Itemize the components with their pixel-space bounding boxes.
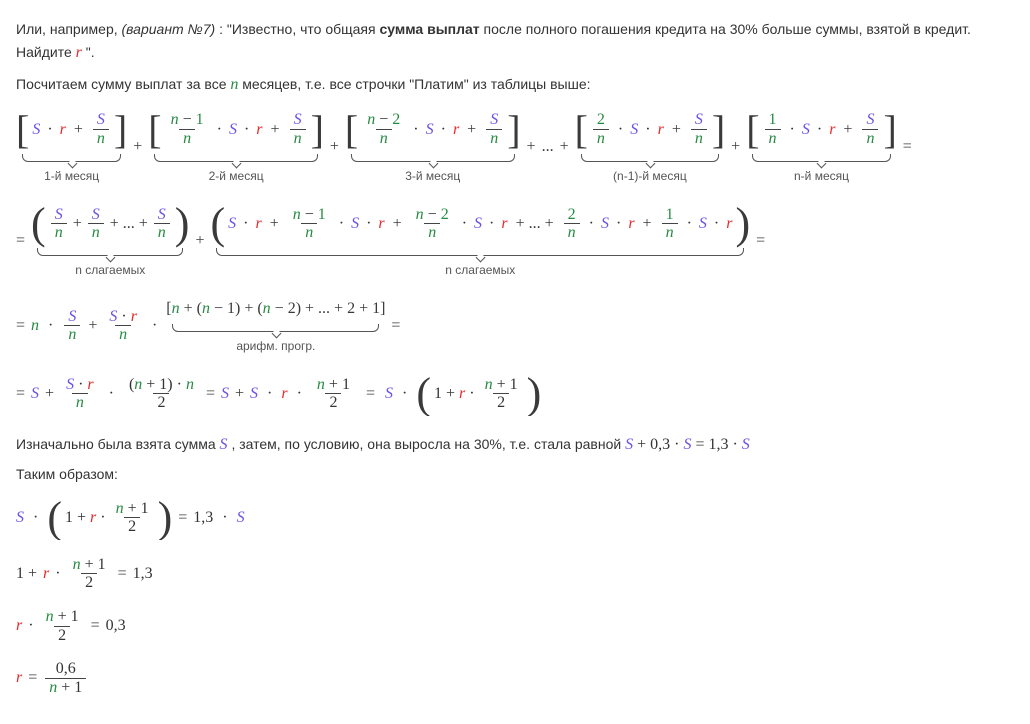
intro-quote-start: : "Известно, что общаяя (219, 21, 379, 37)
formula-row-4: = S+ S · rn · (n + 1) · n2 = S+S·r· n + … (16, 372, 1014, 416)
line2-prefix: Посчитаем сумму выплат за все (16, 76, 230, 92)
term-2: [ n − 1n ·S·r + Sn ] 2-й месяц (148, 108, 324, 186)
final-num4: 0,6 (52, 660, 80, 678)
group-right-caption: n слагаемых (445, 261, 515, 280)
post1-formula: S + 0,3 · S = 1,3 · S (625, 436, 750, 453)
post2: Таким образом: (16, 463, 1014, 485)
group-left-caption: n слагаемых (75, 261, 145, 280)
line2-paragraph: Посчитаем сумму выплат за все n месяцев,… (16, 72, 1014, 98)
final-rhs3: 0,3 (106, 613, 126, 639)
term-3: [ n − 2n ·S·r + Sn ] 3-й месяц (345, 108, 521, 186)
group-left: ( Sn + Sn +...+ Sn ) n слагаемых (31, 202, 189, 280)
intro-bold: сумма выплат (380, 21, 480, 37)
post1-prefix: Изначально была взята сумма (16, 436, 220, 452)
term-3-caption: 3-й месяц (405, 167, 460, 186)
post1-paragraph: Изначально была взята сумма S , затем, п… (16, 432, 1014, 458)
term-n: [ 1n ·S·r + Sn ] n-й месяц (746, 108, 897, 186)
ellipsis-1: ... (542, 134, 554, 160)
final-eq-3: r · n + 12 = 0,3 (16, 608, 1014, 644)
intro-quote-end: ". (86, 44, 95, 60)
post1-mid: , затем, по условию, она выросла на 30%,… (231, 436, 625, 452)
term-n-1-caption: (n-1)-й месяц (613, 167, 687, 186)
arith-group: [n + (n − 1) + (n − 2) + ... + 2 + 1] ар… (166, 296, 385, 356)
line2-suffix: месяцев, т.е. все строчки "Платим" из та… (242, 76, 590, 92)
post1-S: S (220, 436, 228, 453)
group-right: ( S·r + n − 1n ·S·r + n − 2n ·S·r + ...+… (210, 202, 750, 280)
final-eq-4: r= 0,6 n + 1 (16, 660, 1014, 696)
term-1: [ S·r + Sn ] 1-й месяц (16, 108, 127, 186)
variant-label: (вариант №7) (122, 21, 216, 37)
line2-var-n: n (230, 76, 238, 93)
intro-paragraph: Или, например, (вариант №7) : "Известно,… (16, 18, 1014, 66)
final-rhs1: 1,3 (193, 505, 213, 531)
term-n-caption: n-й месяц (794, 167, 849, 186)
term-2-caption: 2-й месяц (209, 167, 264, 186)
final-rhs2: 1,3 (133, 561, 153, 587)
formula-row-2: = ( Sn + Sn +...+ Sn ) n слагаемых + ( (16, 202, 1014, 280)
intro-var-r: r (76, 44, 82, 61)
formula-row-1: [ S·r + Sn ] 1-й месяц + [ n − 1n ·S·r +… (16, 108, 1014, 186)
term-1-caption: 1-й месяц (44, 167, 99, 186)
final-eq-1: S· ( 1 + r · n + 12 ) = 1,3·S (16, 496, 1014, 540)
intro-prefix: Или, например, (16, 21, 122, 37)
arith-caption: арифм. прогр. (236, 337, 315, 356)
term-n-1: [ 2n ·S·r + Sn ] (n-1)-й месяц (575, 108, 726, 186)
formula-row-3: = n· Sn + S · rn · [n + (n − 1) + (n − 2… (16, 296, 1014, 356)
final-eq-2: 1 + r · n + 12 = 1,3 (16, 556, 1014, 592)
